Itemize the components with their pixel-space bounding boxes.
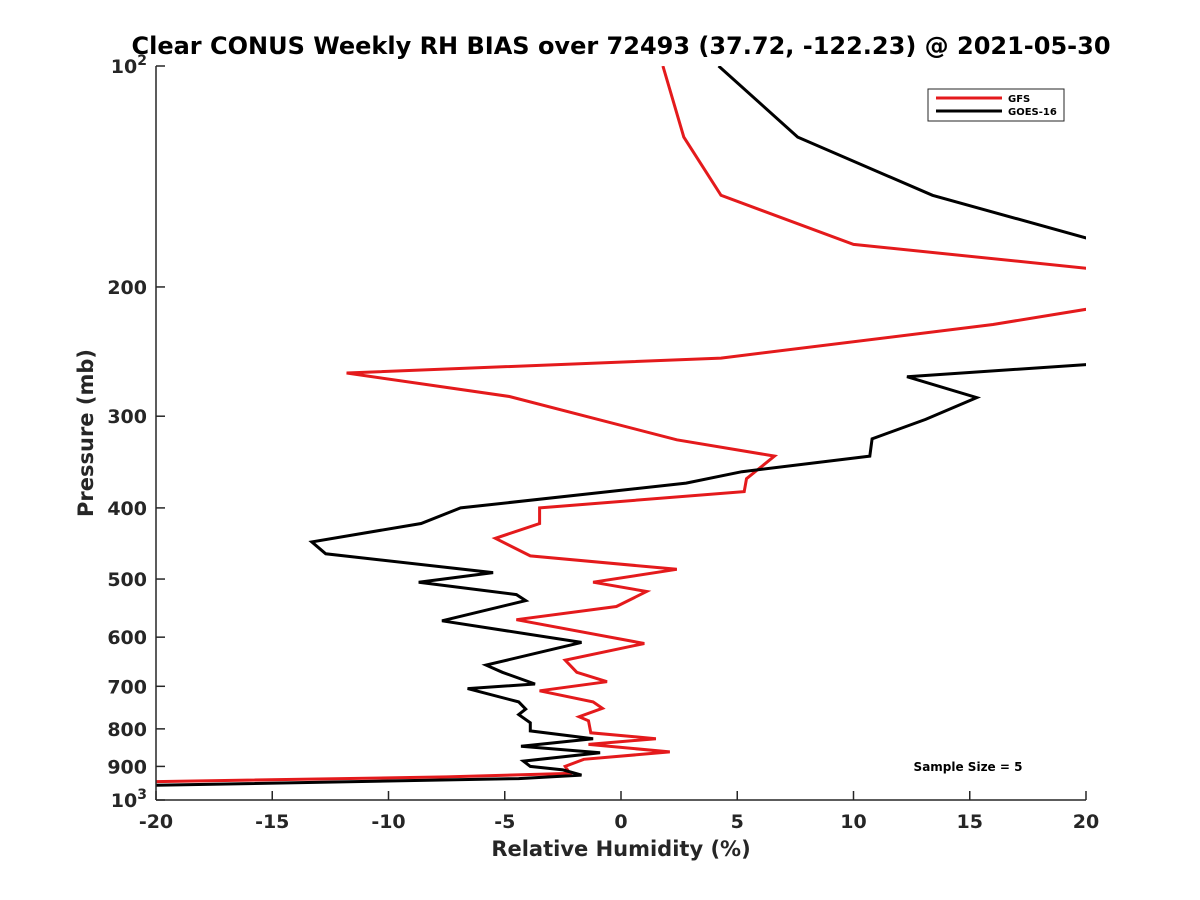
y-tick-label: 900 xyxy=(107,756,147,778)
y-tick-label: 500 xyxy=(107,569,147,591)
legend-label-goes-16: GOES-16 xyxy=(1008,107,1057,118)
y-tick-label: 103 xyxy=(111,787,147,812)
x-tick-label: 20 xyxy=(1073,811,1099,833)
y-tick-label: 400 xyxy=(107,498,147,520)
legend: GFS GOES-16 xyxy=(927,88,1065,122)
series-line-goes-16 xyxy=(156,66,1086,787)
x-tick-label: -10 xyxy=(371,811,405,833)
x-tick-label: -15 xyxy=(255,811,289,833)
y-tick-label: 800 xyxy=(107,719,147,741)
legend-label-gfs: GFS xyxy=(1008,94,1030,105)
x-tick-label: 10 xyxy=(840,811,866,833)
y-ticks: 102 200 300 400 500 600 700 800 900 103 xyxy=(107,53,165,812)
x-tick-label: 0 xyxy=(614,811,627,833)
series-layer xyxy=(156,66,1086,787)
y-tick-label: 600 xyxy=(107,627,147,649)
x-axis-label: Relative Humidity (%) xyxy=(491,837,750,861)
x-ticks: -20 -15 -10 -5 0 5 10 15 20 xyxy=(139,791,1099,833)
y-tick-label: 200 xyxy=(107,277,147,299)
chart-title: Clear CONUS Weekly RH BIAS over 72493 (3… xyxy=(131,32,1110,60)
series-line-gfs xyxy=(156,66,1086,784)
y-axis-label: Pressure (mb) xyxy=(74,349,98,517)
x-tick-label: -5 xyxy=(494,811,515,833)
x-tick-label: 5 xyxy=(731,811,744,833)
x-tick-label: -20 xyxy=(139,811,173,833)
axes-layer xyxy=(155,66,1086,801)
x-tick-label: 15 xyxy=(957,811,983,833)
sample-size-annotation: Sample Size = 5 xyxy=(914,760,1023,774)
legend-box xyxy=(927,88,1065,122)
y-tick-label: 700 xyxy=(107,676,147,698)
y-tick-label: 102 xyxy=(111,53,147,78)
y-tick-label: 300 xyxy=(107,406,147,428)
